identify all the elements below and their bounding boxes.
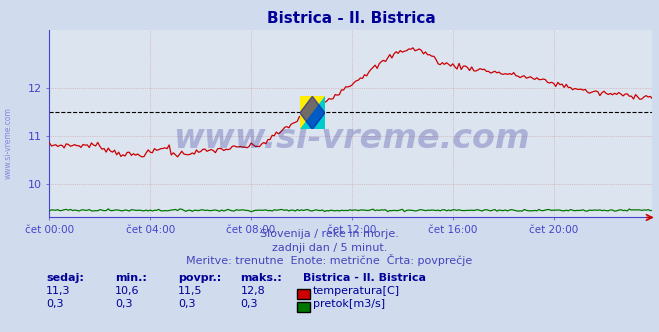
Text: 0,3: 0,3 [178,299,196,309]
Text: maks.:: maks.: [241,273,282,283]
Text: Meritve: trenutne  Enote: metrične  Črta: povprečje: Meritve: trenutne Enote: metrične Črta: … [186,254,473,266]
Text: Slovenija / reke in morje.: Slovenija / reke in morje. [260,229,399,239]
Text: 12,8: 12,8 [241,286,266,296]
Text: 0,3: 0,3 [241,299,258,309]
Text: 10,6: 10,6 [115,286,140,296]
Text: povpr.:: povpr.: [178,273,221,283]
Text: pretok[m3/s]: pretok[m3/s] [313,299,385,309]
Text: temperatura[C]: temperatura[C] [313,286,400,296]
Text: Bistrica - Il. Bistrica: Bistrica - Il. Bistrica [303,273,426,283]
Text: 0,3: 0,3 [46,299,64,309]
Text: www.si-vreme.com: www.si-vreme.com [173,122,529,155]
Polygon shape [300,96,325,129]
Polygon shape [300,96,325,129]
Title: Bistrica - Il. Bistrica: Bistrica - Il. Bistrica [266,11,436,26]
Text: zadnji dan / 5 minut.: zadnji dan / 5 minut. [272,243,387,253]
Text: 0,3: 0,3 [115,299,133,309]
Text: sedaj:: sedaj: [46,273,84,283]
Text: 11,5: 11,5 [178,286,202,296]
Text: www.si-vreme.com: www.si-vreme.com [3,107,13,179]
Polygon shape [300,96,325,129]
Text: 11,3: 11,3 [46,286,71,296]
Text: min.:: min.: [115,273,147,283]
